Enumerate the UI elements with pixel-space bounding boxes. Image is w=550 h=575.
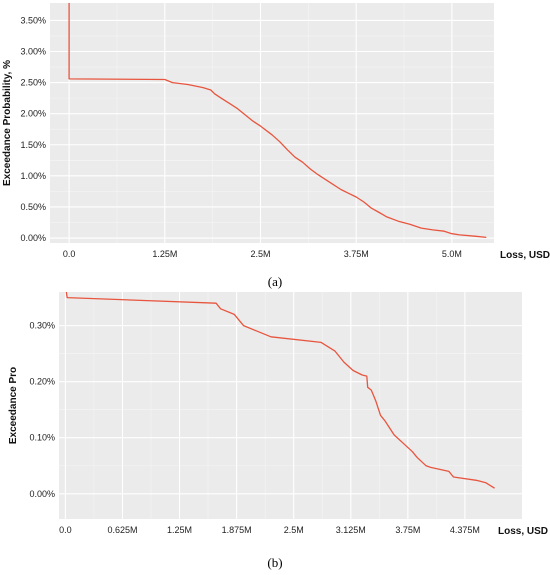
plot-panel [59, 292, 522, 519]
series-line [68, 3, 487, 239]
y-tick-label: 3.00% [20, 46, 46, 56]
x-tick-label: 1.25M [167, 525, 192, 535]
y-tick-label: 2.00% [20, 109, 46, 119]
y-tick-label: 0.10% [29, 433, 55, 443]
x-tick-label: 1.875M [222, 525, 252, 535]
y-tick-label: 3.50% [20, 15, 46, 25]
y-tick-label: 0.20% [29, 377, 55, 387]
chart-b: 0.0 0.625M 1.25M 1.875M 2.5M 3.125M 3.75M 4.375… [8, 291, 548, 570]
y-tick-label: 1.00% [20, 171, 46, 181]
x-tick-label: 1.25M [152, 249, 177, 259]
x-tick-label: 5.0M [442, 249, 462, 259]
plot-panel [50, 3, 494, 243]
x-axis-label: Loss, USD [498, 526, 548, 537]
x-tick-label: 0.0 [63, 249, 76, 259]
x-tick-label: 4.375M [450, 525, 480, 535]
y-tick-label: 0.00% [29, 489, 55, 499]
x-tick-label: 2.5M [251, 249, 271, 259]
x-tick-label: 3.75M [344, 249, 369, 259]
x-tick-label: 2.5M [284, 525, 304, 535]
y-tick-label: 0.00% [20, 233, 46, 243]
series-line [65, 291, 495, 489]
x-tick-label: 0.0 [59, 525, 72, 535]
figure-caption: (b) [267, 555, 282, 570]
y-tick-label: 0.30% [29, 321, 55, 331]
x-tick-label: 0.625M [107, 525, 137, 535]
chart-a: 0.0 1.25M 2.5M 3.75M 5.0M 0.00% 0.50% 1.00% 1.50… [2, 3, 550, 289]
x-tick-label: 3.75M [395, 525, 420, 535]
y-axis-label: Exceedance Pro [8, 367, 19, 444]
y-tick-label: 1.50% [20, 140, 46, 150]
y-tick-label: 2.50% [20, 78, 46, 88]
x-axis-label: Loss, USD [500, 250, 550, 261]
figure-caption: (a) [268, 274, 282, 289]
y-tick-label: 0.50% [20, 202, 46, 212]
x-tick-label: 3.125M [336, 525, 366, 535]
y-axis-label: Exceedance Probability, % [2, 60, 13, 186]
